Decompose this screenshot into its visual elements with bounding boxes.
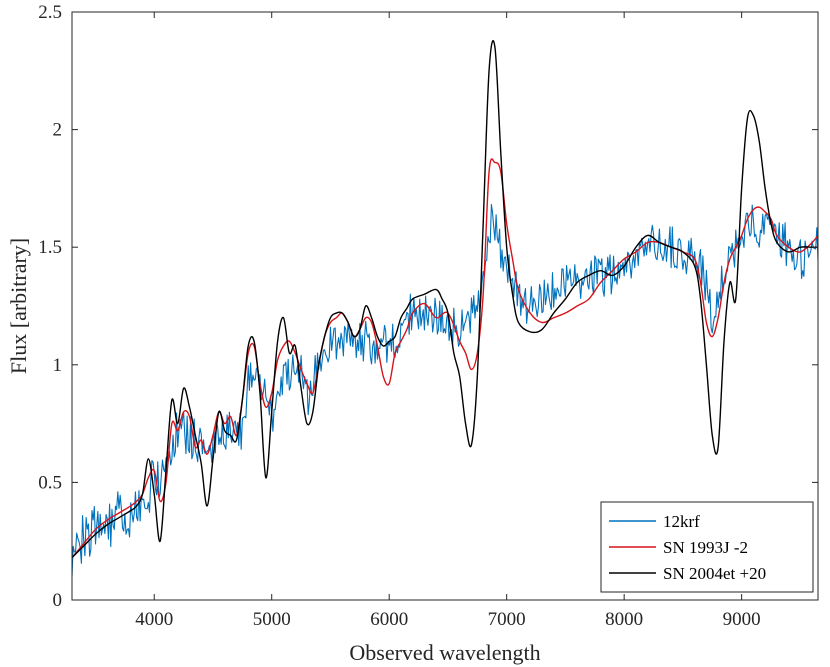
y-tick-label: 1 [53, 355, 63, 376]
y-tick-label: 0 [53, 590, 63, 611]
y-tick-label: 0.5 [38, 472, 62, 493]
legend-label: SN 1993J -2 [663, 538, 748, 557]
x-tick-label: 5000 [253, 609, 291, 630]
series-line-1 [71, 158, 819, 559]
plot-box [71, 11, 819, 601]
x-tick-label: 9000 [723, 609, 761, 630]
series-layer [71, 40, 819, 577]
y-tick-label: 2.5 [38, 2, 62, 23]
legend-label: 12krf [663, 512, 700, 531]
x-tick-label: 7000 [488, 609, 526, 630]
series-line-0 [71, 203, 819, 577]
y-axis-label: Flux [arbitrary] [6, 238, 31, 374]
x-axis-label: Observed wavelength [349, 640, 540, 665]
legend: 12krf SN 1993J -2 SN 2004et +20 [600, 501, 814, 593]
ticks-layer: 4000 5000 6000 7000 8000 9000 0 0.5 1 1.5 2 2.5 [38, 2, 818, 630]
legend-label: SN 2004et +20 [663, 564, 766, 583]
x-tick-label: 6000 [370, 609, 408, 630]
x-tick-label: 4000 [135, 609, 173, 630]
y-tick-label: 2 [53, 120, 63, 141]
x-tick-label: 8000 [605, 609, 643, 630]
y-tick-label: 1.5 [38, 237, 62, 258]
series-line-2 [71, 40, 818, 559]
